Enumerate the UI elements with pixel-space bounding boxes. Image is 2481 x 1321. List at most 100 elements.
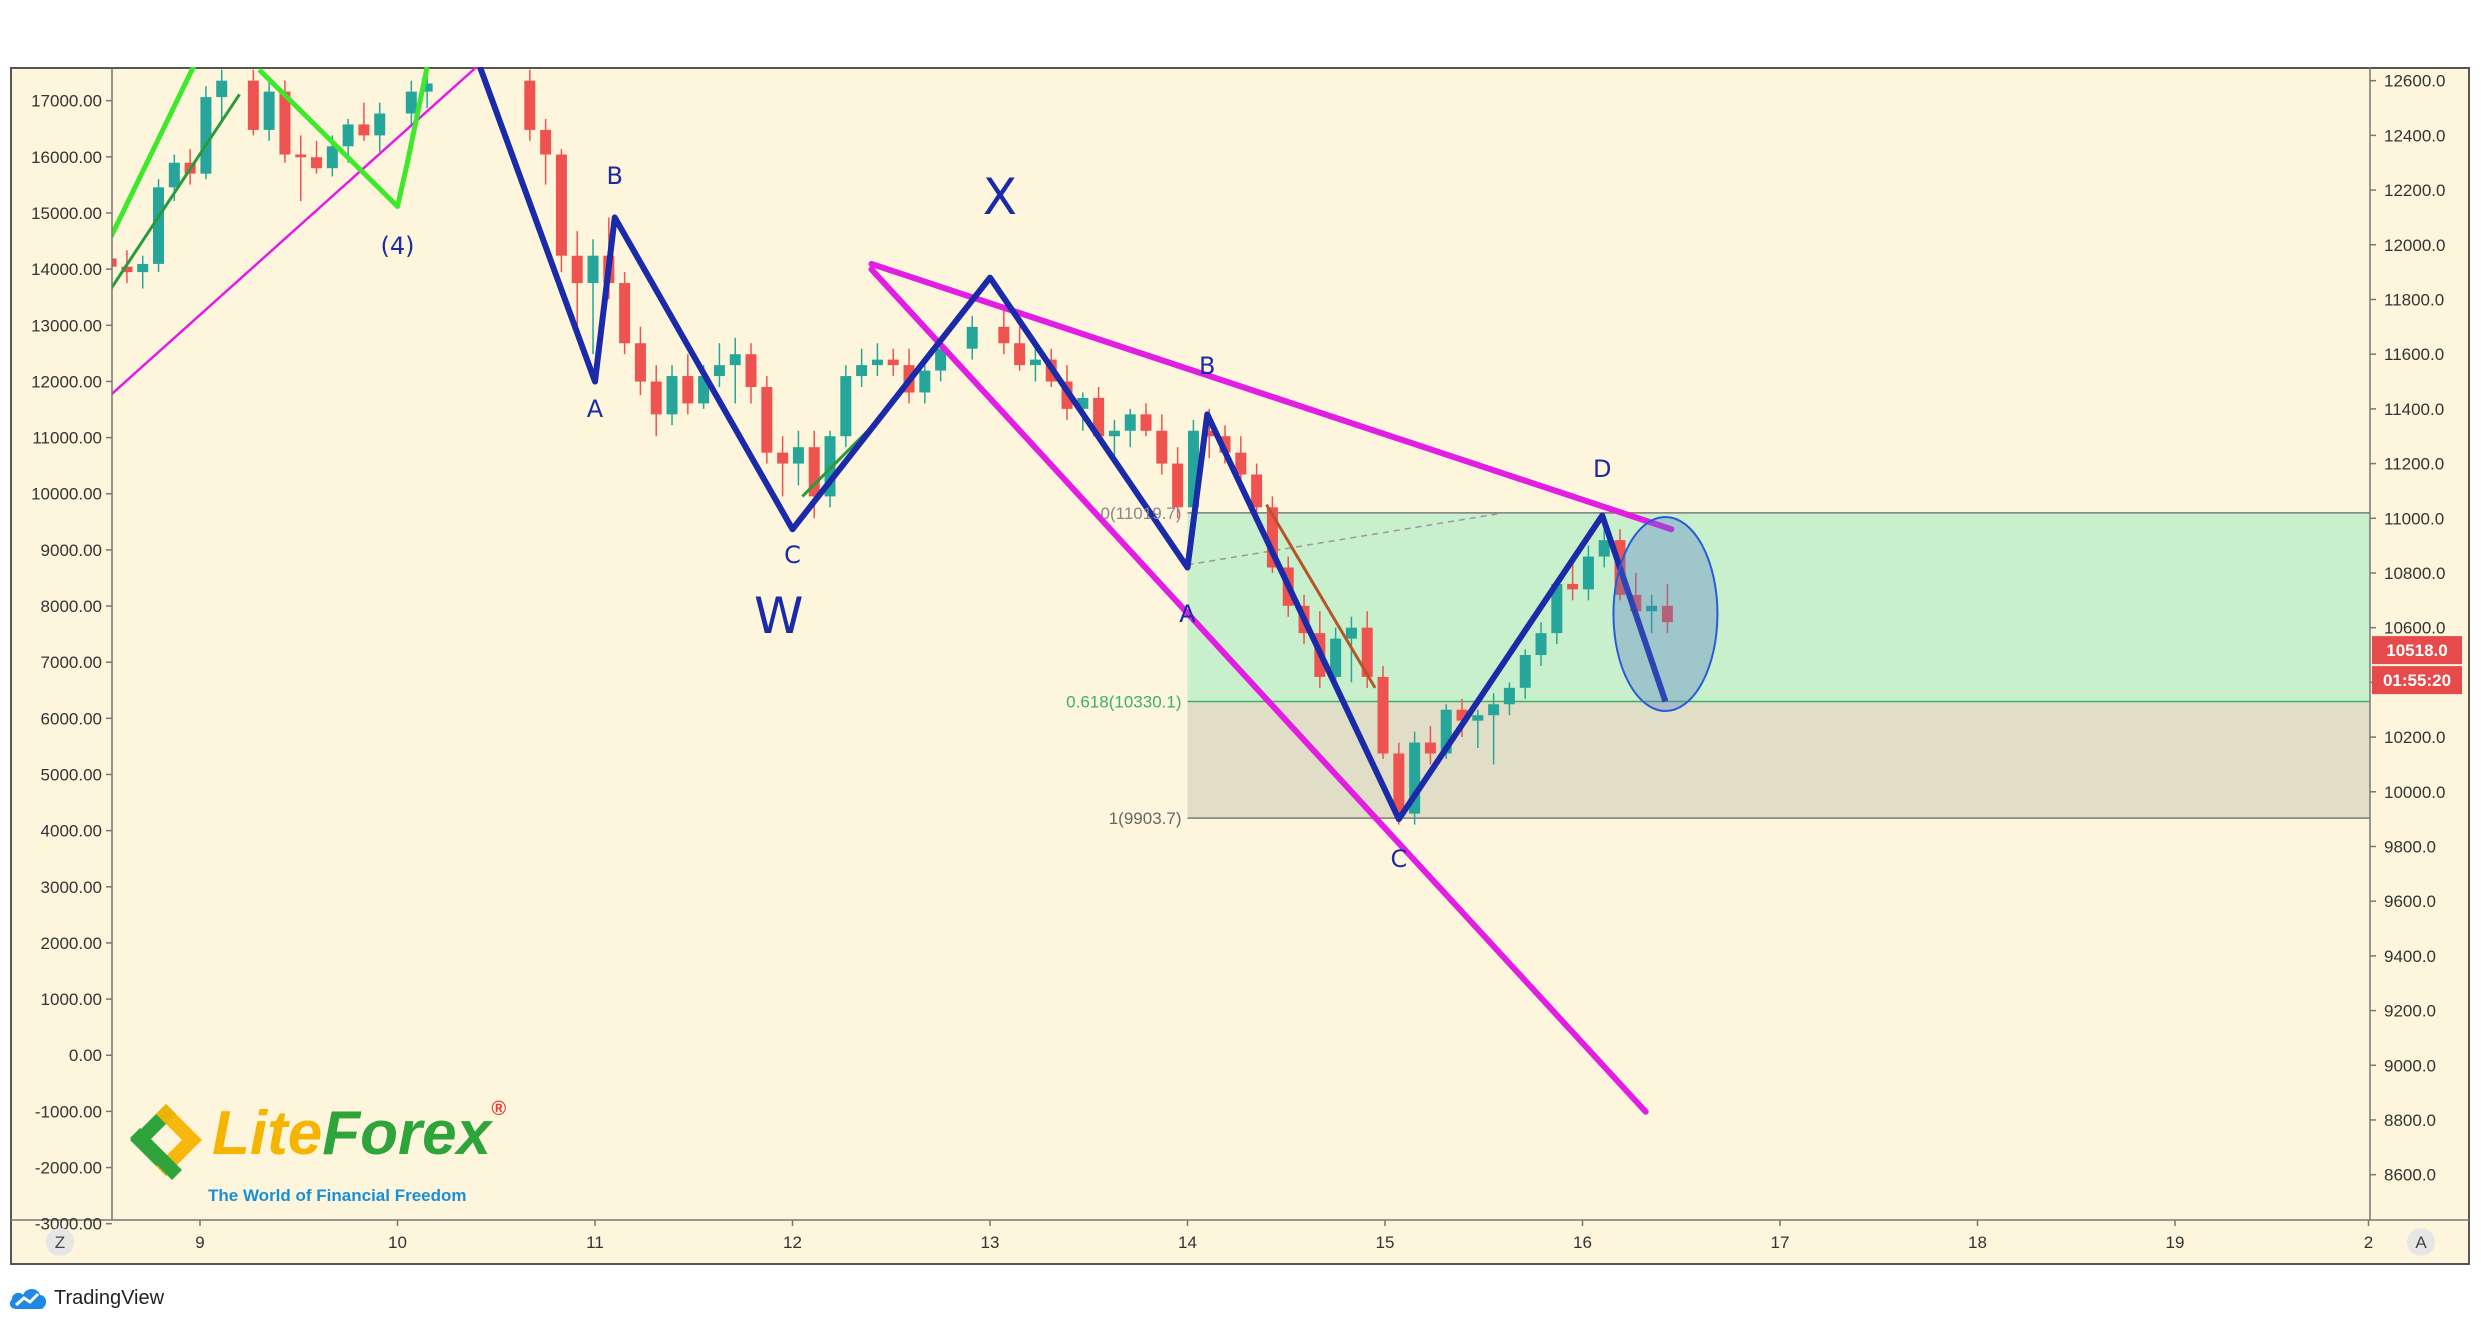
candle-body bbox=[1661, 605, 1673, 623]
candle-body bbox=[587, 255, 599, 284]
candle-body bbox=[1172, 463, 1184, 508]
candle-body bbox=[1345, 627, 1357, 639]
right-tick-label: 9600.0 bbox=[2384, 892, 2436, 911]
x-tick-label: 10 bbox=[388, 1233, 407, 1252]
highlight-ellipse bbox=[1612, 516, 1719, 712]
candle-body bbox=[1156, 430, 1168, 464]
chart[interactable]: (4)ABCWXABCD0(11019.7)0.618(10330.1)1(99… bbox=[0, 0, 2481, 1280]
liteforex-logo: LiteForex® The World of Financial Freedo… bbox=[120, 1090, 506, 1220]
candle-body bbox=[555, 154, 567, 256]
impulse-inner-line bbox=[112, 93, 241, 290]
candle-body bbox=[1472, 715, 1484, 721]
candle-body bbox=[295, 154, 307, 158]
logo-brand-forex: Forex bbox=[322, 1099, 492, 1168]
candle-body bbox=[1519, 655, 1531, 688]
x-tick-label: 15 bbox=[1376, 1233, 1395, 1252]
candle-body bbox=[112, 258, 117, 267]
candle-body bbox=[698, 376, 710, 404]
liteforex-logo-icon bbox=[130, 1104, 202, 1180]
candle-body bbox=[137, 263, 149, 273]
tradingview-cloud-icon bbox=[9, 1289, 47, 1309]
candle-body bbox=[571, 255, 583, 284]
right-tick-label: 11200.0 bbox=[2384, 455, 2444, 474]
candle-body bbox=[1535, 633, 1547, 656]
inner-wave-c-brown bbox=[1265, 503, 1377, 689]
candle-body bbox=[1582, 556, 1594, 590]
right-tick-label: 11400.0 bbox=[2384, 400, 2444, 419]
candle-body bbox=[524, 80, 536, 130]
x-tick-label: 2 bbox=[2364, 1233, 2373, 1252]
right-tick-label: 9200.0 bbox=[2384, 1002, 2436, 1021]
candle-body bbox=[919, 370, 931, 393]
candle-body bbox=[935, 348, 947, 371]
candle-body bbox=[1124, 414, 1136, 431]
wave-label-w: W bbox=[754, 587, 803, 645]
candle-body bbox=[216, 80, 228, 98]
candle-body bbox=[247, 80, 259, 130]
right-tick-label: 12200.0 bbox=[2384, 181, 2445, 200]
candle-body bbox=[792, 447, 804, 464]
candle-body bbox=[1393, 753, 1405, 814]
candle-body bbox=[1203, 430, 1215, 437]
x-tick-label: 16 bbox=[1573, 1233, 1592, 1252]
corner-button-left-label: Z bbox=[55, 1233, 65, 1252]
fib-trend-dashed bbox=[1187, 512, 1504, 566]
corner-button-left bbox=[46, 1228, 74, 1256]
candle-body bbox=[326, 146, 338, 169]
candle-body bbox=[824, 436, 836, 497]
channel-upper-line bbox=[868, 260, 1675, 533]
wave-label-wave_4: (4) bbox=[381, 232, 415, 260]
candle-body bbox=[745, 354, 757, 387]
fib-label-1: 0.618(10330.1) bbox=[1066, 692, 1181, 711]
candle-body bbox=[263, 91, 275, 130]
right-tick-label: 9400.0 bbox=[2384, 947, 2436, 966]
x-tick-label: 19 bbox=[2166, 1233, 2185, 1252]
fib-zone-lower bbox=[1187, 701, 2370, 819]
left-tick-label: 9000.00 bbox=[41, 541, 102, 560]
candle-body bbox=[713, 365, 725, 377]
candle-body bbox=[1266, 507, 1278, 568]
tradingview-footer[interactable]: TradingView bbox=[8, 1283, 164, 1313]
x-tick-label: 11 bbox=[586, 1233, 604, 1252]
wave-label-x: X bbox=[983, 168, 1017, 226]
candle-body bbox=[856, 365, 868, 377]
fib-label-2: 1(9903.7) bbox=[1109, 809, 1182, 828]
right-tick-label: 9000.0 bbox=[2384, 1056, 2436, 1075]
right-tick-label: 11000.0 bbox=[2384, 509, 2444, 528]
wave-path bbox=[477, 67, 1669, 823]
left-tick-label: 10000.00 bbox=[31, 485, 102, 504]
candle-body bbox=[871, 359, 883, 366]
candle-body bbox=[1488, 704, 1500, 716]
candle-body bbox=[887, 359, 899, 366]
candle-body bbox=[1598, 540, 1610, 557]
candle-body bbox=[200, 97, 212, 174]
candle-body bbox=[121, 266, 133, 273]
logo-tagline: The World of Financial Freedom bbox=[208, 1186, 467, 1205]
right-tick-label: 11800.0 bbox=[2384, 290, 2444, 309]
candle-body bbox=[1377, 676, 1389, 754]
candle-body bbox=[1424, 742, 1436, 754]
left-tick-label: 4000.00 bbox=[41, 822, 102, 841]
channel-lower-line bbox=[868, 266, 1649, 1115]
candle-body bbox=[311, 157, 323, 169]
right-tick-label: 8800.0 bbox=[2384, 1111, 2436, 1130]
candle-body bbox=[153, 187, 165, 264]
wave-label-c2: C bbox=[1390, 845, 1407, 873]
logo-registered: ® bbox=[491, 1098, 506, 1120]
candle-body bbox=[374, 113, 386, 136]
countdown-badge-label: 01:55:20 bbox=[2383, 671, 2451, 690]
left-tick-label: 0.00 bbox=[69, 1046, 102, 1065]
left-tick-label: 1000.00 bbox=[41, 990, 102, 1009]
candle-body bbox=[1440, 709, 1452, 754]
left-tick-label: 13000.00 bbox=[31, 316, 102, 335]
candle-body bbox=[1361, 627, 1373, 677]
candle-body bbox=[1014, 343, 1026, 366]
right-tick-label: 12000.0 bbox=[2384, 236, 2445, 255]
candle-body bbox=[358, 124, 370, 136]
candle-body bbox=[1409, 742, 1421, 814]
candle-body bbox=[1567, 583, 1579, 590]
left-tick-label: 15000.00 bbox=[31, 204, 102, 223]
x-tick-label: 9 bbox=[195, 1233, 204, 1252]
left-tick-label: -1000.00 bbox=[35, 1102, 102, 1121]
candle-body bbox=[279, 91, 291, 155]
